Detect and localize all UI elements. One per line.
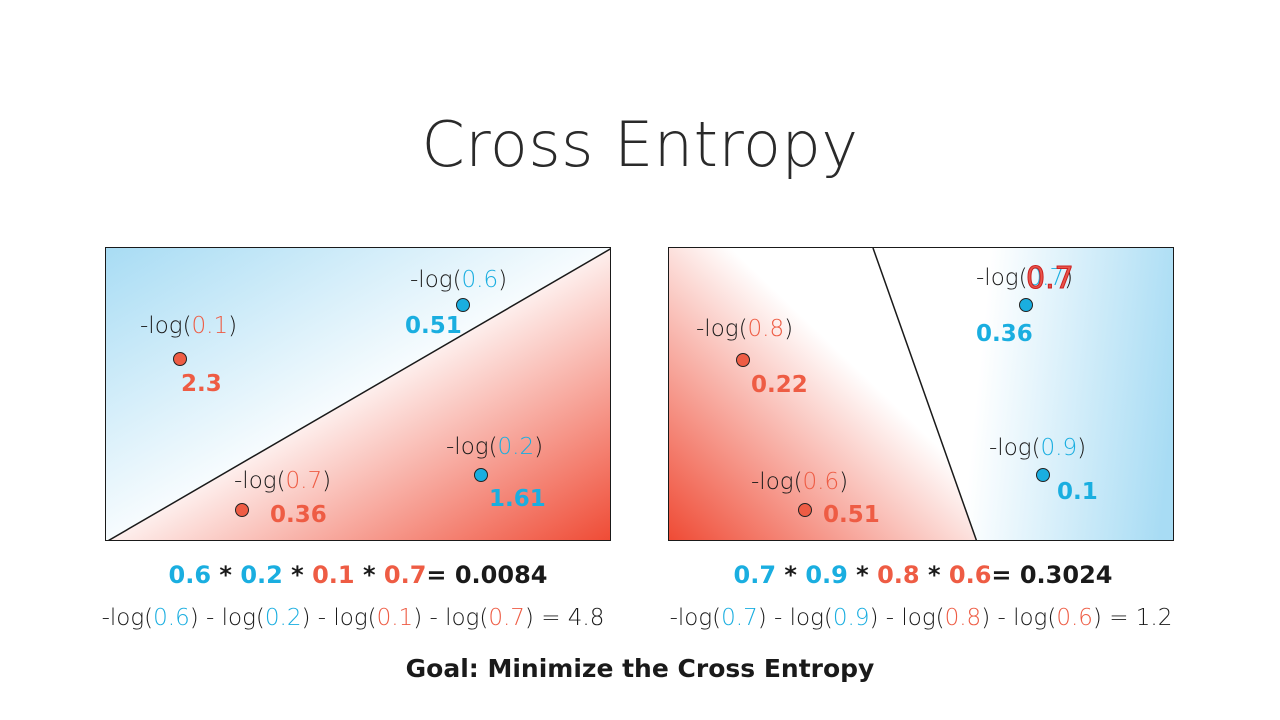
point-loss: 2.3 [181, 371, 222, 397]
decision-boundary [872, 248, 978, 540]
point-label: -log(0.9) [989, 435, 1087, 461]
right-sum-equation: -log(0.7) - log(0.9) - log(0.8) - log(0.… [669, 605, 1173, 631]
left-sum-equation: -log(0.6) - log(0.2) - log(0.1) - log(0.… [101, 605, 605, 631]
blue-region [106, 248, 610, 540]
left-panel [105, 247, 611, 541]
red-point [235, 503, 249, 517]
decision-boundary [107, 248, 610, 540]
blue-region [873, 248, 1173, 540]
point-loss: 0.22 [751, 372, 808, 398]
goal-caption: Goal: Minimize the Cross Entropy [405, 654, 875, 683]
left-panel-background [106, 248, 610, 540]
right-product-equation: 0.7 * 0.9 * 0.8 * 0.6= 0.3024 [733, 561, 1113, 589]
blue-point [456, 298, 470, 312]
point-label: -log(0.8) [696, 316, 794, 342]
point-label: -log(0.7) [234, 468, 332, 494]
point-label: -log(0.6) [751, 469, 849, 495]
blue-point [1036, 468, 1050, 482]
blue-point [1019, 298, 1033, 312]
point-loss: 1.61 [489, 486, 546, 512]
point-loss: 0.1 [1057, 479, 1098, 505]
page-title: Cross Entropy [421, 108, 859, 181]
point-loss: 0.36 [976, 321, 1033, 347]
overlay-annotation: 0.7 [1026, 261, 1075, 297]
left-product-equation: 0.6 * 0.2 * 0.1 * 0.7= 0.0084 [168, 561, 548, 589]
red-point [736, 353, 750, 367]
red-point [173, 352, 187, 366]
right-panel-background [669, 248, 1173, 540]
point-label: -log(0.2) [446, 434, 544, 460]
point-loss: 0.36 [270, 502, 327, 528]
red-region [669, 248, 977, 540]
point-label: -log(0.6) [410, 267, 508, 293]
point-label: -log(0.1) [140, 313, 238, 339]
right-panel [668, 247, 1174, 541]
red-point [798, 503, 812, 517]
point-label: -log(0.7) [976, 265, 1074, 291]
blue-point [474, 468, 488, 482]
point-loss: 0.51 [823, 502, 880, 528]
point-loss: 0.51 [405, 313, 462, 339]
